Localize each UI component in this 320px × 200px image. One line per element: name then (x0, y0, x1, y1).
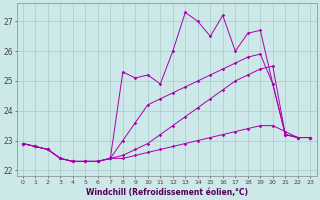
X-axis label: Windchill (Refroidissement éolien,°C): Windchill (Refroidissement éolien,°C) (85, 188, 248, 197)
